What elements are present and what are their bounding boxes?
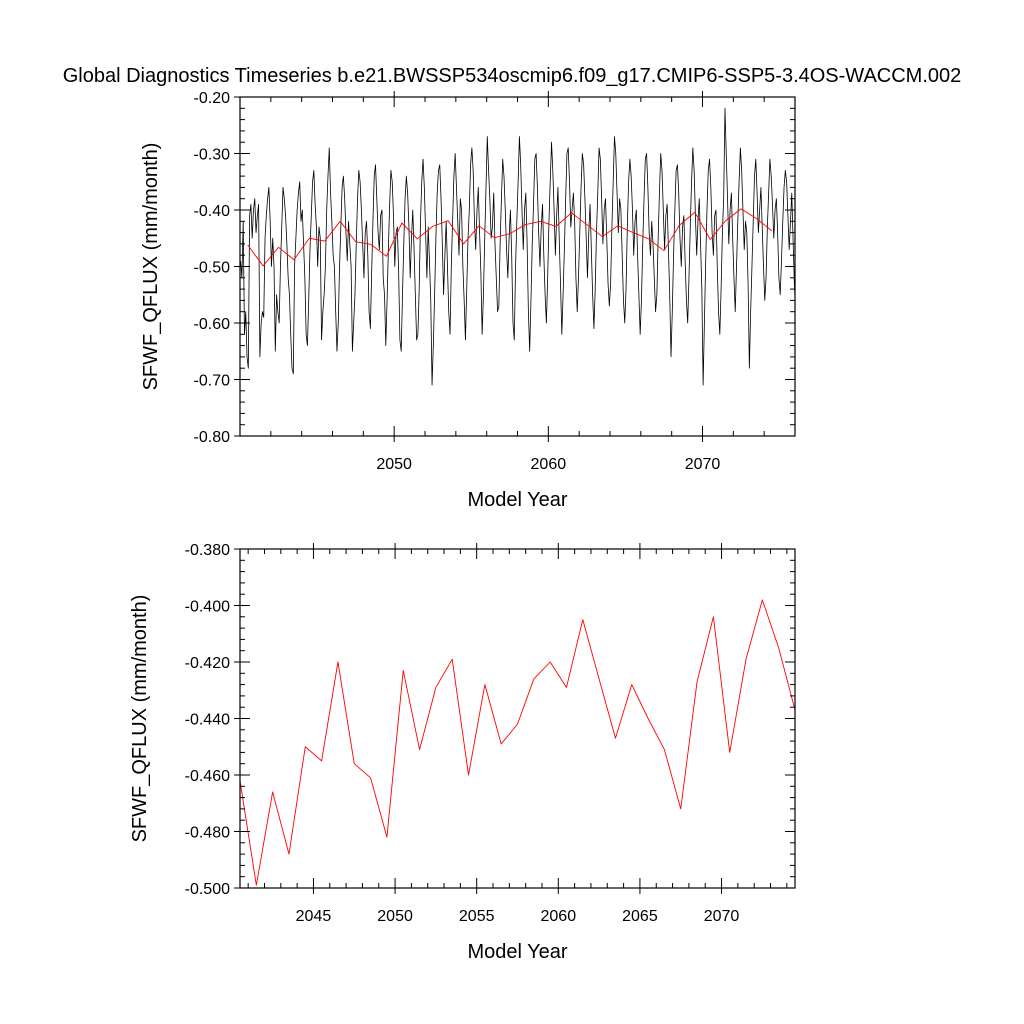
top-panel-y-tick-label: -0.70	[194, 373, 231, 390]
top-panel-series-monthly-line	[240, 107, 795, 386]
top-panel-x-axis-label: Model Year	[467, 489, 567, 511]
figure-title: Global Diagnostics Timeseries b.e21.BWSS…	[63, 65, 962, 87]
bottom-panel-y-axis-label: SFWF_QFLUX (mm/month)	[129, 595, 151, 843]
top-panel-y-tick-label: -0.80	[194, 429, 231, 446]
top-panel-x-tick-label: 2050	[376, 456, 412, 473]
bottom-panel-y-tick-label: -0.460	[185, 768, 230, 785]
top-panel: -0.80 -0.70 -0.60 -0.50 -0.40 -0.30 -0.20 2050 2…	[140, 90, 796, 511]
bottom-panel-x-tick-label: 2045	[296, 908, 332, 925]
bottom-panel-y-tick-label: -0.480	[185, 825, 230, 842]
top-panel-y-tick-label: -0.60	[194, 316, 231, 333]
bottom-panel: -0.500 -0.480 -0.460 -0.440 -0.420 -0.400 -0.3…	[129, 542, 796, 963]
top-panel-y-axis-label: SFWF_QFLUX (mm/month)	[140, 143, 162, 391]
top-panel-x-tick-label: 2060	[531, 456, 567, 473]
bottom-panel-x-tick-label: 2065	[622, 908, 658, 925]
bottom-panel-x-tick-label: 2055	[459, 908, 495, 925]
bottom-panel-x-tick-label: 2050	[377, 908, 413, 925]
bottom-panel-x-tick-label: 2070	[704, 908, 740, 925]
top-panel-y-tick-label: -0.50	[194, 260, 231, 277]
bottom-panel-y-tick-label: -0.400	[185, 599, 230, 616]
top-panel-x-tick-label: 2070	[685, 456, 721, 473]
bottom-panel-y-tick-label: -0.500	[185, 881, 230, 898]
top-panel-y-tick-label: -0.30	[194, 147, 231, 164]
top-panel-y-tick-label: -0.40	[194, 203, 231, 220]
bottom-panel-x-axis-label: Model Year	[467, 941, 567, 963]
bottom-panel-series-annual-mean-line	[240, 599, 795, 886]
top-panel-y-tick-label: -0.20	[194, 90, 231, 107]
bottom-panel-y-tick-label: -0.440	[185, 712, 230, 729]
bottom-panel-y-tick-label: -0.380	[185, 542, 230, 559]
bottom-panel-y-tick-label: -0.420	[185, 655, 230, 672]
top-panel-series-annual-mean-line	[247, 208, 773, 267]
bottom-panel-x-tick-label: 2060	[541, 908, 577, 925]
